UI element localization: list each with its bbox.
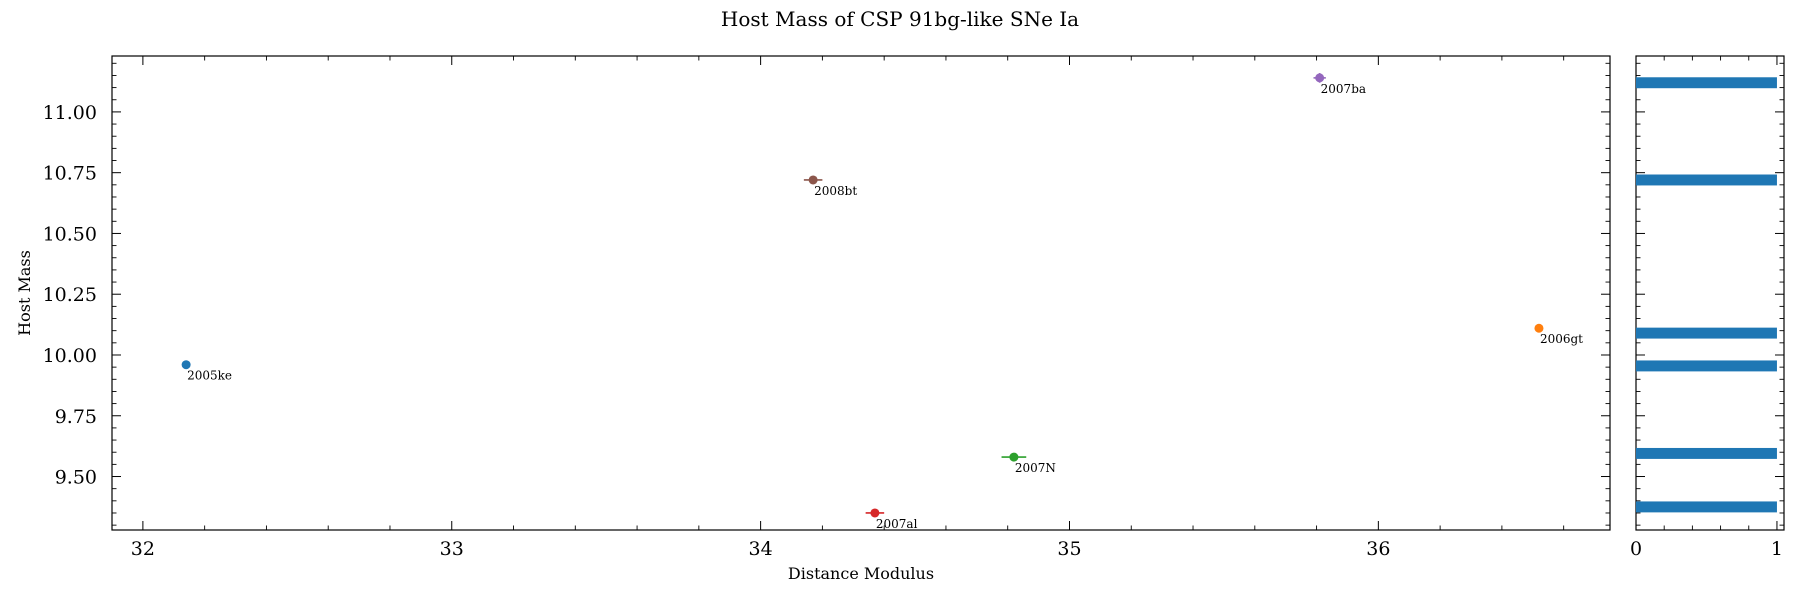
data-point [1534, 323, 1544, 333]
main-axis-ticks: 32 33 34 35 36 9.50 9.75 10.00 10.25 10.50 10.75 11… [43, 56, 1610, 560]
y-tick-label: 11.00 [43, 102, 97, 124]
point-label: 2007ba [1321, 82, 1366, 96]
y-axis-label: Host Mass [15, 250, 34, 336]
histogram-bar [1636, 501, 1777, 513]
point-label: 2007N [1015, 461, 1056, 475]
y-tick-label: 10.00 [43, 345, 97, 367]
x-tick-label: 34 [749, 538, 773, 560]
data-points: 2005ke 2006gt 2007N 2007al 2007ba 2008bt [181, 73, 1583, 531]
data-point [870, 508, 880, 518]
side-histogram-frame [1635, 55, 1785, 531]
histogram-bar [1636, 327, 1777, 339]
chart-title: Host Mass of CSP 91bg-like SNe Ia [721, 7, 1079, 31]
side-x-tick-label: 0 [1630, 538, 1642, 560]
point-label: 2007al [876, 517, 918, 531]
x-axis-label: Distance Modulus [788, 564, 934, 583]
histogram-bar [1636, 174, 1777, 186]
point-label: 2005ke [187, 369, 232, 383]
y-tick-label: 10.75 [43, 163, 97, 185]
point-label: 2008bt [814, 184, 857, 198]
histogram-bar [1636, 447, 1777, 459]
x-tick-label: 35 [1057, 538, 1081, 560]
side-x-tick-label: 1 [1771, 538, 1783, 560]
y-tick-label: 10.50 [43, 223, 97, 245]
histogram-bar [1636, 360, 1777, 372]
data-point [181, 360, 191, 370]
main-plot-frame [111, 55, 1611, 531]
histogram-bar [1636, 77, 1777, 89]
point-label: 2006gt [1540, 332, 1583, 346]
main-plot: 32 33 34 35 36 9.50 9.75 10.00 10.25 10.50 10.75 11… [43, 55, 1611, 560]
x-tick-label: 36 [1366, 538, 1390, 560]
x-tick-label: 33 [440, 538, 464, 560]
x-tick-label: 32 [131, 538, 155, 560]
data-point [808, 175, 818, 185]
y-tick-label: 9.50 [55, 467, 97, 489]
y-tick-label: 10.25 [43, 284, 97, 306]
side-histogram-bars [1636, 77, 1777, 513]
data-point [1315, 73, 1325, 83]
data-point [1009, 452, 1019, 462]
y-tick-label: 9.75 [55, 406, 97, 428]
